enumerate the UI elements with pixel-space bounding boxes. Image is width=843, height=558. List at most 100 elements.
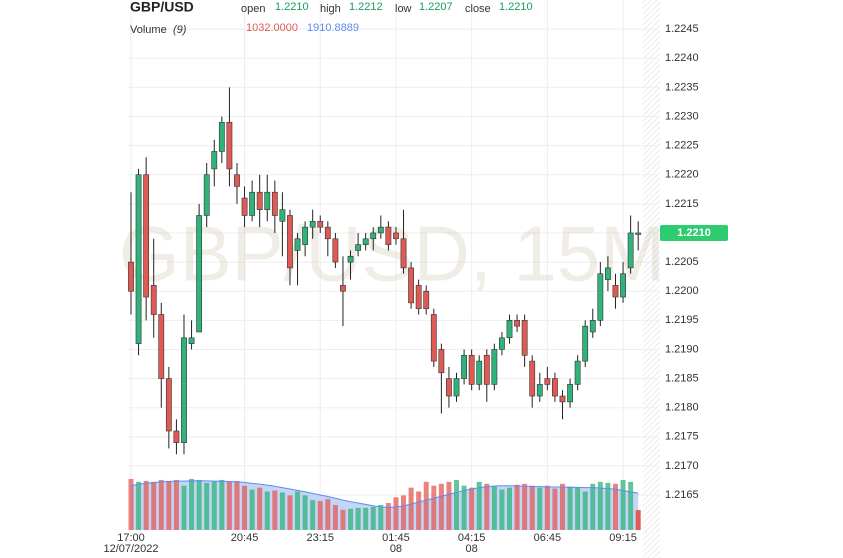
- candle-body: [181, 337, 187, 443]
- volume-bar: [567, 486, 573, 530]
- volume-bar: [416, 491, 422, 530]
- candle-body: [256, 191, 263, 210]
- x-tick-label: 01:45: [382, 532, 410, 544]
- y-tick-label: 1.2220: [665, 169, 699, 181]
- candle-body: [158, 314, 165, 379]
- volume-bar: [158, 479, 164, 530]
- volume-bar: [355, 507, 361, 530]
- volume-bar: [635, 510, 641, 530]
- candle-body: [544, 378, 551, 385]
- candle-body: [317, 221, 324, 228]
- candle-body: [400, 238, 407, 269]
- candle-body: [264, 191, 271, 210]
- volume-bar: [340, 509, 346, 530]
- volume-bar: [219, 479, 225, 530]
- candle-body: [370, 232, 377, 240]
- candle-body: [567, 384, 573, 403]
- volume-bar: [628, 481, 634, 530]
- candle-body: [635, 232, 642, 235]
- open-label: open: [241, 3, 265, 15]
- volume-bar: [363, 507, 369, 530]
- volume-bar: [196, 479, 202, 530]
- candle-body: [438, 349, 445, 374]
- y-tick-label: 1.2180: [665, 402, 699, 414]
- candle-body: [355, 244, 361, 251]
- candle-body: [605, 267, 611, 280]
- candle-body: [332, 238, 339, 263]
- volume-bar: [143, 480, 149, 530]
- y-tick-label: 1.2200: [665, 285, 699, 297]
- volume-bar: [605, 482, 611, 530]
- candle-body: [287, 215, 293, 269]
- candle-body: [393, 232, 399, 240]
- axes: 1.2165 1.2170 1.2175 1.2180 1.2185 1.2190 1.21…: [103, 23, 728, 555]
- candle-body: [143, 174, 150, 298]
- volume-bar: [272, 490, 278, 530]
- candle-body: [377, 226, 384, 234]
- candle-body: [529, 360, 536, 397]
- candle-body: [627, 232, 634, 269]
- x-tick-label: 09:15: [609, 532, 637, 544]
- candle-body: [476, 360, 483, 385]
- high-label: high: [320, 3, 341, 15]
- volume-bar: [211, 480, 217, 530]
- y-tick-label: 1.2170: [665, 460, 699, 472]
- ma-line: [130, 480, 639, 508]
- volume-bar: [348, 508, 354, 530]
- volume-bar: [469, 487, 475, 530]
- volume-bar: [612, 483, 618, 530]
- candle-body: [506, 320, 513, 339]
- volume-bar: [446, 481, 452, 530]
- candle-body: [582, 325, 589, 362]
- volume-bar: [378, 504, 384, 530]
- volume-bar: [295, 491, 301, 530]
- candle-body: [271, 191, 278, 216]
- candle-body: [559, 395, 566, 403]
- volume-bar: [242, 485, 248, 530]
- volume-bar: [575, 487, 581, 530]
- candle-body: [408, 267, 414, 304]
- candle-body: [552, 378, 558, 397]
- volume-pane: [128, 478, 641, 530]
- candle-body: [196, 215, 203, 333]
- chart-title: GBP/USD: [130, 0, 194, 15]
- volume-bar: [438, 483, 444, 530]
- close-label: close: [465, 3, 491, 15]
- candle-body: [536, 384, 543, 397]
- candle-body: [491, 349, 498, 385]
- volume-bar: [454, 479, 460, 530]
- x-tick-label: 06:45: [534, 532, 562, 544]
- volume-bar: [597, 481, 603, 530]
- ma-value: 1910.8889: [307, 22, 359, 34]
- candle-body: [173, 430, 180, 443]
- y-tick-label: 1.2230: [665, 110, 699, 122]
- volume-bar: [461, 485, 467, 530]
- candle-body: [128, 261, 134, 292]
- y-tick-label: 1.2225: [665, 140, 699, 152]
- y-tick-label: 1.2235: [665, 81, 699, 93]
- volume-bar: [136, 481, 142, 530]
- volume-bar: [484, 483, 490, 530]
- candle-body: [499, 337, 505, 350]
- candle-body: [589, 320, 596, 333]
- candle-body: [612, 285, 619, 298]
- volume-bar: [249, 489, 255, 530]
- volume-bar: [370, 506, 376, 530]
- candle-body: [302, 226, 309, 245]
- volume-bar: [408, 487, 414, 530]
- volume-bar: [559, 483, 565, 530]
- volume-bar: [476, 481, 482, 530]
- x-date-label: 08: [466, 543, 478, 555]
- candle-body: [211, 151, 218, 170]
- candle-body: [203, 174, 210, 216]
- grid: [128, 0, 658, 530]
- volume-bar: [166, 480, 172, 530]
- volume-bar: [310, 500, 316, 530]
- volume-bar: [537, 487, 543, 530]
- volume-period: (9): [173, 24, 187, 36]
- candle-body: [362, 238, 369, 245]
- x-tick-label: 23:15: [306, 532, 334, 544]
- candle-body: [234, 174, 240, 187]
